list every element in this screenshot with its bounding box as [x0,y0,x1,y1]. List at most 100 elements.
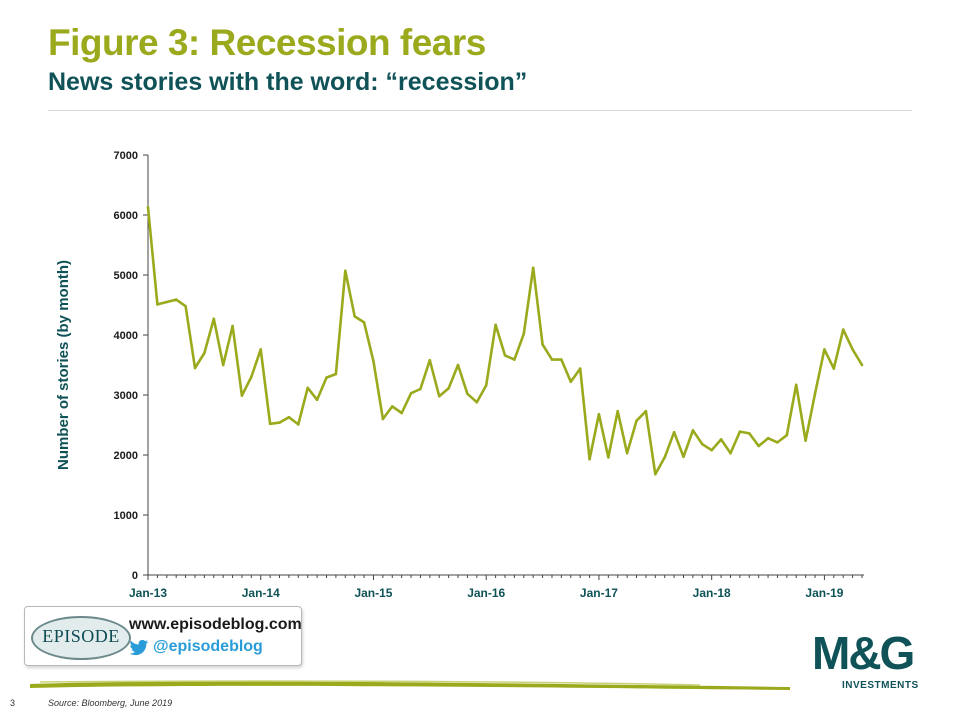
data-point [428,358,432,362]
data-point [578,367,582,370]
data-point [804,439,807,442]
y-tick-label: 6000 [114,210,138,222]
mg-logo-sub: INVESTMENTS [842,680,919,691]
data-point [644,409,648,413]
site-link[interactable]: www.episodeblog.com [129,616,302,633]
twitter-handle-link[interactable]: @episodeblog [153,638,263,655]
data-point [522,332,526,336]
data-point [672,430,676,434]
y-tick-label: 3000 [114,390,138,402]
data-point [278,421,281,424]
data-point [560,358,563,361]
data-point [325,376,328,379]
y-tick-label: 5000 [114,270,138,282]
twitter-icon [129,639,149,656]
data-point [747,432,751,435]
data-point [729,451,732,455]
data-point [794,383,798,387]
data-point [165,300,169,304]
brush-stroke-divider [30,680,790,690]
data-point [372,360,375,363]
data-point [719,438,723,441]
data-point [334,372,338,376]
page-subtitle: News stories with the word: “recession” [48,68,528,96]
data-point [700,442,704,446]
data-point [362,321,366,324]
x-tick-label: Jan-17 [580,586,618,600]
mg-logo-mark: M&G [812,627,915,679]
data-point [259,348,263,351]
data-point [221,363,225,367]
series-line [146,207,864,476]
data-point [287,415,291,419]
y-tick-label: 4000 [114,330,138,342]
data-point [541,343,544,346]
y-tick-label: 0 [132,570,138,582]
y-axis-title: Number of stories (by month) [55,260,72,470]
data-point [297,423,300,426]
x-tick-label: Jan-15 [354,586,392,600]
data-point [315,398,319,402]
data-point [409,391,413,395]
data-point [531,266,535,270]
data-point [823,348,826,351]
data-point [419,387,422,391]
data-point [832,367,836,370]
data-point [635,419,638,423]
source-note: Source: Bloomberg, June 2019 [48,698,173,708]
data-point [231,324,234,328]
data-point [616,409,620,413]
data-point [240,394,244,397]
episode-logo: EPISODE [31,616,131,660]
data-point [268,422,272,426]
data-point [193,366,197,370]
data-point [475,400,479,404]
data-point [738,430,742,433]
data-point [250,375,253,379]
data-point [390,405,394,408]
data-point [456,363,460,367]
x-tick-label: Jan-14 [242,586,280,600]
data-point [654,472,657,476]
page-number: 3 [10,698,16,708]
data-point [691,429,695,432]
data-point [513,358,516,361]
data-point [437,394,441,398]
data-point [343,269,347,273]
data-point [466,392,469,396]
mg-investments-logo: M&G INVESTMENTS [812,630,934,698]
data-point [550,358,554,361]
data-point [146,205,150,209]
data-point [306,386,310,390]
data-point [353,315,356,318]
data-point [851,348,854,351]
data-point [776,441,779,444]
y-tick-label: 2000 [114,450,138,462]
data-point [156,303,159,306]
data-point [597,412,601,416]
data-point [607,456,610,459]
data-point [682,455,685,459]
data-point [710,448,713,452]
y-tick-label: 7000 [114,150,138,162]
data-point [588,457,591,461]
data-point [381,417,385,421]
y-tick-label: 1000 [114,510,138,522]
episode-blog-badge[interactable]: EPISODE www.episodeblog.com @episodeblog [24,606,302,666]
data-point [447,387,450,390]
data-point [569,380,573,384]
data-point [766,436,770,440]
data-point [203,351,206,355]
data-point [785,433,789,437]
data-point [860,363,864,367]
data-point [813,392,817,396]
recession-line-chart: 0 1000 2000 3000 4000 5000 6000 7000 Jan-13 Jan-1… [55,150,864,600]
data-point [174,298,178,301]
episode-logo-text: EPISODE [42,626,120,646]
x-tick-label: Jan-19 [805,586,843,600]
data-point [484,384,488,387]
x-tick-label: Jan-18 [693,586,731,600]
title-divider [48,110,912,111]
data-point [494,323,497,327]
data-point [663,456,667,459]
